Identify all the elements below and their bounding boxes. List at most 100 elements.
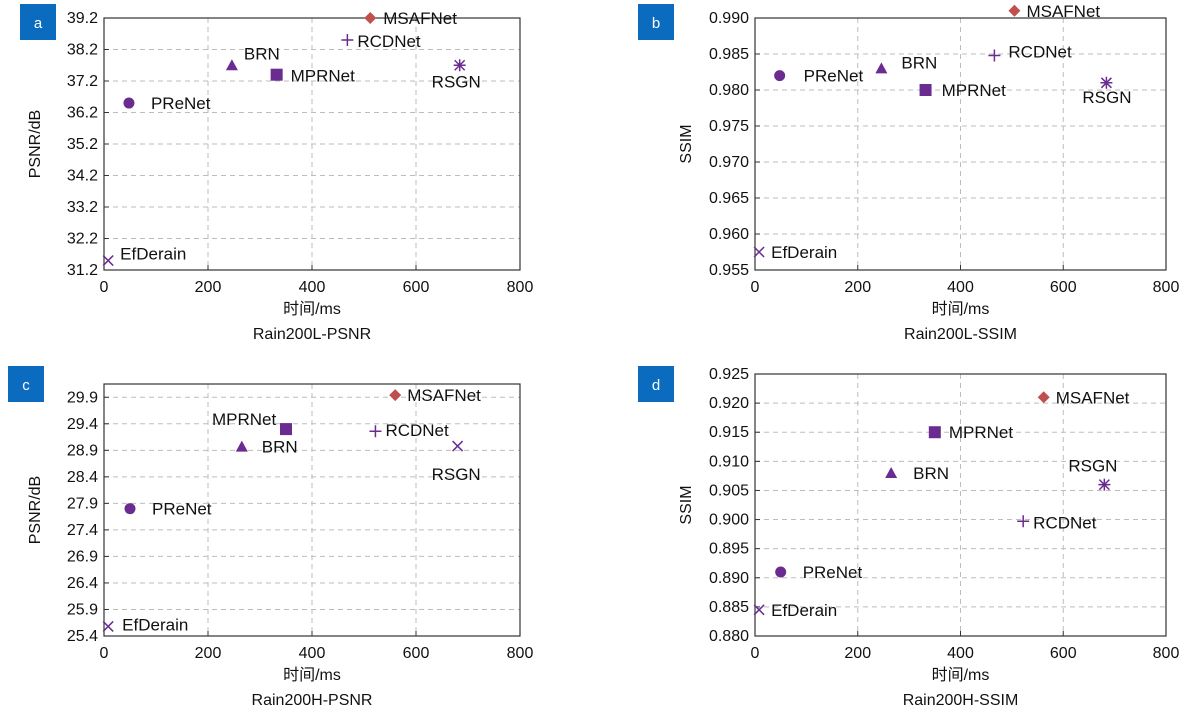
y-tick-label: 25.4 — [67, 628, 98, 645]
y-axis-label: PSNR/dB — [27, 110, 44, 178]
data-point-marker — [885, 467, 897, 478]
y-tick-label: 0.915 — [709, 424, 749, 441]
x-tick-label: 600 — [403, 279, 430, 296]
x-tick-label: 800 — [1153, 279, 1180, 296]
data-point-marker — [280, 423, 292, 435]
data-point-label: PReNet — [151, 94, 211, 113]
data-point-marker — [1017, 515, 1029, 527]
chart-panel-b: 0.955 0.960 0.965 0.970 0.975 0.980 0.985 0.990… — [638, 2, 1179, 343]
x-tick-label: 800 — [1153, 645, 1180, 662]
chart-caption: Rain200L-SSIM — [904, 326, 1017, 343]
y-tick-label: 0.960 — [709, 226, 749, 243]
data-point-label: EfDerain — [771, 601, 837, 620]
chart-caption: Rain200H-PSNR — [252, 692, 373, 709]
y-tick-label: 0.910 — [709, 453, 749, 470]
chart-panel-a: 31.2 32.2 33.2 34.2 35.2 36.2 37.2 38.2 39.2 0 200… — [20, 4, 533, 343]
y-axis-label: PSNR/dB — [27, 476, 44, 544]
panel-badge-letter: d — [652, 377, 660, 394]
y-tick-label: 0.905 — [709, 482, 749, 499]
data-point-marker — [271, 69, 283, 81]
data-point-marker — [125, 503, 136, 514]
x-tick-label: 200 — [195, 645, 222, 662]
data-point-marker — [103, 621, 113, 631]
data-point-label: BRN — [262, 438, 298, 457]
data-point-label: RCDNet — [1033, 513, 1097, 532]
data-point-marker — [920, 84, 932, 96]
data-point-label: MPRNet — [949, 423, 1014, 442]
data-point-marker — [774, 70, 785, 81]
data-point-label: PReNet — [804, 67, 864, 86]
y-tick-label: 37.2 — [67, 73, 98, 90]
data-point-label: BRN — [901, 53, 937, 72]
data-point-label: PReNet — [152, 500, 212, 519]
data-point-marker — [123, 98, 134, 109]
y-tick-label: 27.4 — [67, 522, 98, 539]
data-point-marker — [754, 605, 764, 615]
y-tick-label: 0.890 — [709, 570, 749, 587]
data-point-label: MPRNet — [942, 81, 1007, 100]
x-tick-label: 800 — [507, 279, 534, 296]
y-tick-label: 28.9 — [67, 442, 98, 459]
data-point-marker — [389, 389, 401, 401]
data-point-marker — [754, 247, 764, 257]
y-tick-label: 0.885 — [709, 599, 749, 616]
y-tick-label: 0.900 — [709, 512, 749, 529]
data-point-label: RSGN — [1082, 88, 1131, 107]
data-point-label: MSAFNet — [407, 386, 481, 405]
x-tick-label: 800 — [507, 645, 534, 662]
data-point-marker — [236, 441, 248, 452]
data-point-marker — [929, 426, 941, 438]
y-tick-label: 39.2 — [67, 10, 98, 27]
data-point-label: MPRNet — [212, 410, 277, 429]
data-point-label: RCDNet — [385, 421, 449, 440]
data-point-marker — [103, 256, 113, 266]
y-tick-label: 28.4 — [67, 469, 98, 486]
y-tick-label: 34.2 — [67, 168, 98, 185]
data-point-marker — [988, 49, 1000, 61]
data-point-marker — [1098, 479, 1110, 491]
panel-badge-letter: a — [34, 15, 43, 32]
data-point-marker — [775, 566, 786, 577]
panel-badge-letter: c — [22, 377, 30, 394]
data-point-label: RSGN — [432, 72, 481, 91]
data-point-label: RCDNet — [1008, 42, 1072, 61]
data-point-marker — [1038, 391, 1050, 403]
x-axis-label: 时间/ms — [283, 666, 341, 684]
data-point-marker — [875, 62, 887, 73]
data-point-label: MSAFNet — [1026, 2, 1100, 21]
data-point-marker — [454, 59, 466, 71]
data-point-label: BRN — [913, 464, 949, 483]
y-tick-label: 0.895 — [709, 541, 749, 558]
y-tick-label: 0.985 — [709, 46, 749, 63]
x-tick-label: 0 — [100, 279, 109, 296]
y-tick-label: 0.880 — [709, 628, 749, 645]
y-tick-label: 25.9 — [67, 601, 98, 618]
chart-caption: Rain200L-PSNR — [253, 326, 371, 343]
y-tick-label: 0.980 — [709, 82, 749, 99]
x-tick-label: 200 — [844, 279, 871, 296]
x-tick-label: 400 — [947, 279, 974, 296]
chart-caption: Rain200H-SSIM — [903, 692, 1019, 709]
y-tick-label: 33.2 — [67, 199, 98, 216]
y-tick-label: 0.925 — [709, 366, 749, 383]
y-tick-label: 0.920 — [709, 395, 749, 412]
data-point-label: MPRNet — [291, 67, 356, 86]
data-point-label: EfDerain — [771, 243, 837, 262]
data-point-label: EfDerain — [120, 245, 186, 264]
data-point-label: RSGN — [1068, 457, 1117, 476]
x-axis-label: 时间/ms — [283, 300, 341, 318]
x-tick-label: 600 — [1050, 645, 1077, 662]
x-tick-label: 0 — [751, 645, 760, 662]
y-tick-label: 0.955 — [709, 262, 749, 279]
data-point-marker — [341, 34, 353, 46]
y-tick-label: 36.2 — [67, 105, 98, 122]
y-tick-label: 29.9 — [67, 389, 98, 406]
data-point-marker — [369, 425, 381, 437]
y-tick-label: 35.2 — [67, 136, 98, 153]
data-point-label: PReNet — [803, 563, 863, 582]
x-tick-label: 600 — [1050, 279, 1077, 296]
data-point-marker — [364, 12, 376, 24]
data-point-label: RCDNet — [357, 32, 421, 51]
y-tick-label: 0.970 — [709, 154, 749, 171]
